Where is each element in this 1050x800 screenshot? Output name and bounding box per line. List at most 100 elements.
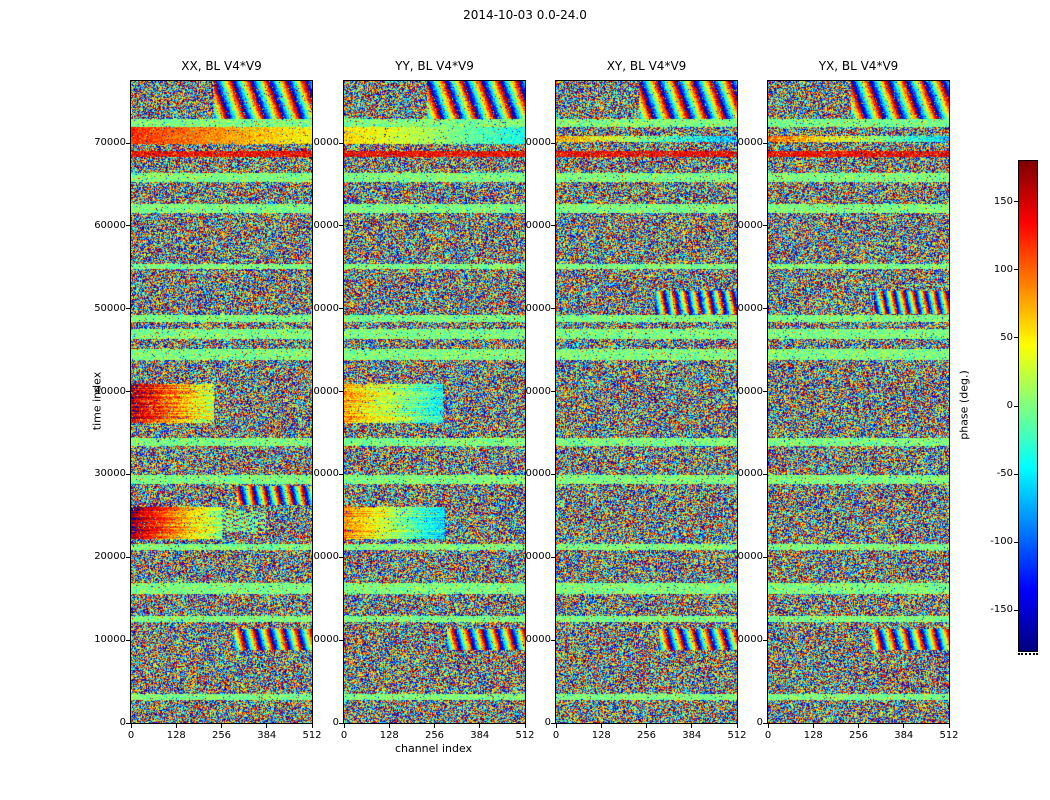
- y-tick-label: 70000: [519, 137, 551, 149]
- y-tick: [126, 639, 130, 641]
- y-tick-label: 0: [119, 717, 126, 728]
- x-tick-label: 256: [424, 730, 445, 741]
- x-tick-label: 0: [340, 730, 348, 741]
- x-tick: [767, 724, 769, 728]
- y-tick: [126, 225, 130, 227]
- y-tick-label: 60000: [307, 219, 339, 231]
- y-tick: [763, 308, 767, 310]
- x-tick-label: 256: [848, 730, 869, 741]
- x-tick-label: 0: [127, 730, 135, 741]
- panel-title: YX, BL V4*V9: [818, 59, 899, 73]
- x-tick: [812, 724, 814, 728]
- x-tick: [736, 724, 738, 728]
- y-tick: [126, 308, 130, 310]
- colorbar-tick: [1014, 541, 1018, 543]
- colorbar-tick: [1014, 337, 1018, 339]
- x-tick: [388, 724, 390, 728]
- x-tick-label: 128: [166, 730, 186, 741]
- panel-title: XX, BL V4*V9: [181, 59, 262, 73]
- y-tick: [339, 473, 343, 475]
- x-tick-label: 128: [591, 730, 611, 741]
- x-tick: [858, 724, 859, 728]
- y-tick-label: 20000: [307, 551, 339, 563]
- colorbar-tick-label: -50: [996, 468, 1013, 480]
- x-tick: [555, 724, 557, 728]
- y-tick: [339, 722, 343, 724]
- y-tick-label: 20000: [94, 551, 126, 563]
- y-tick-label: 30000: [731, 468, 763, 480]
- y-tick-label: 50000: [731, 302, 763, 314]
- x-tick-label: 512: [727, 730, 747, 741]
- y-tick: [551, 391, 555, 393]
- x-tick: [130, 724, 132, 728]
- panel-title: YY, BL V4*V9: [395, 59, 474, 73]
- y-tick: [763, 556, 767, 558]
- y-tick-label: 30000: [94, 468, 126, 480]
- y-tick: [339, 556, 343, 558]
- colorbar-tick: [1014, 405, 1018, 407]
- y-tick-label: 50000: [307, 302, 339, 314]
- y-tick: [339, 639, 343, 641]
- x-tick: [524, 724, 526, 728]
- y-tick-label: 10000: [307, 634, 339, 646]
- y-tick-label: 70000: [307, 137, 339, 149]
- y-tick: [551, 556, 555, 558]
- y-tick-label: 50000: [519, 302, 551, 314]
- colorbar-tick: [1014, 473, 1018, 475]
- colorbar-tick: [1014, 201, 1018, 203]
- x-axis-label: channel index: [394, 742, 473, 755]
- y-tick-label: 20000: [519, 551, 551, 563]
- y-tick-label: 50000: [94, 302, 126, 314]
- y-tick: [126, 473, 130, 475]
- y-tick-label: 70000: [94, 137, 126, 149]
- heatmap-panel-YY: YY, BL V4*V9 0 10000 20000 30000 40000 50000 60…: [307, 59, 534, 741]
- x-tick-label: 256: [211, 730, 232, 741]
- heatmap-panel-YX: YX, BL V4*V9 0 10000 20000 30000 40000 50000 60…: [731, 59, 958, 741]
- y-tick-label: 30000: [307, 468, 339, 480]
- x-tick: [600, 724, 602, 728]
- y-tick-label: 10000: [731, 634, 763, 646]
- colorbar-tick-label: -150: [990, 604, 1013, 616]
- x-tick: [646, 724, 647, 728]
- y-tick: [763, 473, 767, 475]
- x-tick-label: 256: [636, 730, 657, 741]
- panel-title: XY, BL V4*V9: [606, 59, 687, 73]
- y-tick: [126, 722, 130, 724]
- heatmap-panel-XY: XY, BL V4*V9 0 10000 20000 30000 40000 50000 60…: [519, 59, 746, 741]
- y-tick: [339, 308, 343, 310]
- y-tick-label: 40000: [307, 385, 339, 397]
- y-tick-label: 10000: [519, 634, 551, 646]
- y-tick: [339, 391, 343, 393]
- x-tick: [221, 724, 222, 728]
- heatmap-image: [768, 81, 949, 723]
- y-tick: [126, 556, 130, 558]
- y-tick-label: 70000: [731, 137, 763, 149]
- y-tick-label: 20000: [731, 551, 763, 563]
- heatmap-image: [344, 81, 525, 723]
- x-tick-label: 384: [257, 730, 277, 741]
- y-tick-label: 40000: [731, 385, 763, 397]
- y-tick-label: 10000: [94, 634, 126, 646]
- y-tick: [551, 308, 555, 310]
- y-tick: [339, 142, 343, 144]
- y-tick: [126, 391, 130, 393]
- x-tick-label: 512: [302, 730, 322, 741]
- x-tick: [691, 724, 693, 728]
- y-tick: [551, 473, 555, 475]
- heatmap-panel-XX: XX, BL V4*V9 0 10000 20000 30000 40000 50000 60…: [94, 59, 321, 741]
- y-tick: [551, 639, 555, 641]
- x-tick-label: 0: [552, 730, 560, 741]
- x-tick: [948, 724, 950, 728]
- y-tick: [763, 391, 767, 393]
- x-tick-label: 512: [515, 730, 535, 741]
- colorbar-tick-label: -100: [990, 536, 1013, 548]
- y-tick-label: 60000: [94, 219, 126, 231]
- colorbar-tick-label: 0: [1006, 400, 1013, 411]
- y-tick: [763, 722, 767, 724]
- y-tick-label: 0: [332, 717, 339, 728]
- figure-title: 2014-10-03 0.0-24.0: [463, 8, 587, 22]
- y-tick-label: 40000: [519, 385, 551, 397]
- x-tick-label: 512: [939, 730, 959, 741]
- colorbar-tick-label: 50: [1000, 331, 1013, 343]
